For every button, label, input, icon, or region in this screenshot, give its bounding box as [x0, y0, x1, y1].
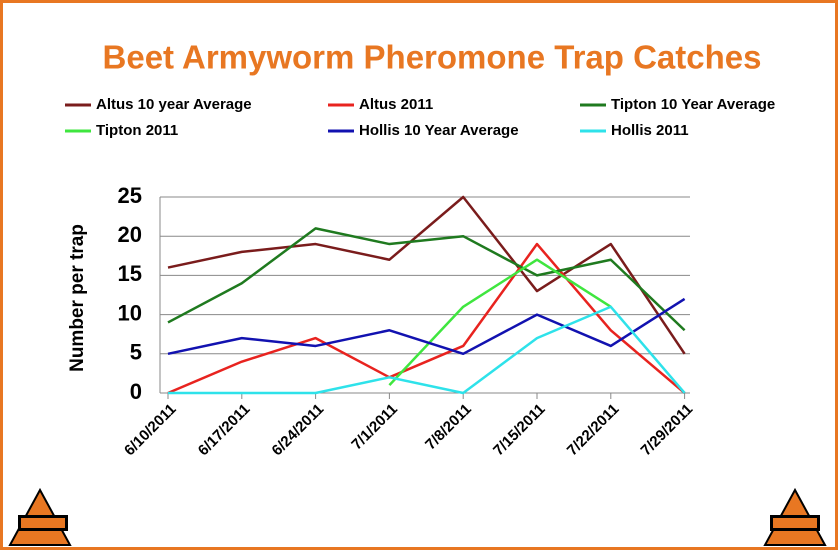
y-tick-label: 0	[130, 379, 142, 404]
logo-left	[8, 487, 72, 546]
chart-title: Beet Armyworm Pheromone Trap Catches	[103, 39, 762, 76]
y-tick-label: 25	[118, 183, 142, 208]
series-line	[167, 227, 686, 332]
legend-label: Tipton 10 Year Average	[611, 96, 775, 113]
y-tick-label: 5	[130, 340, 142, 365]
legend-label: Hollis 2011	[611, 122, 689, 139]
legend-label: Altus 2011	[359, 96, 433, 113]
legend-label: Hollis 10 Year Average	[359, 122, 519, 139]
series-line	[167, 195, 686, 355]
y-axis-label: Number per trap	[67, 224, 88, 372]
series-line	[167, 242, 686, 395]
series-line	[167, 297, 686, 356]
legend-label: Tipton 2011	[96, 122, 178, 139]
series-line	[168, 305, 686, 395]
y-tick-label: 20	[118, 222, 142, 247]
logo-right	[763, 487, 827, 546]
y-tick-label: 10	[118, 300, 142, 325]
y-tick-label: 15	[118, 261, 142, 286]
legend-label: Altus 10 year Average	[96, 96, 252, 113]
series-line	[388, 258, 612, 387]
